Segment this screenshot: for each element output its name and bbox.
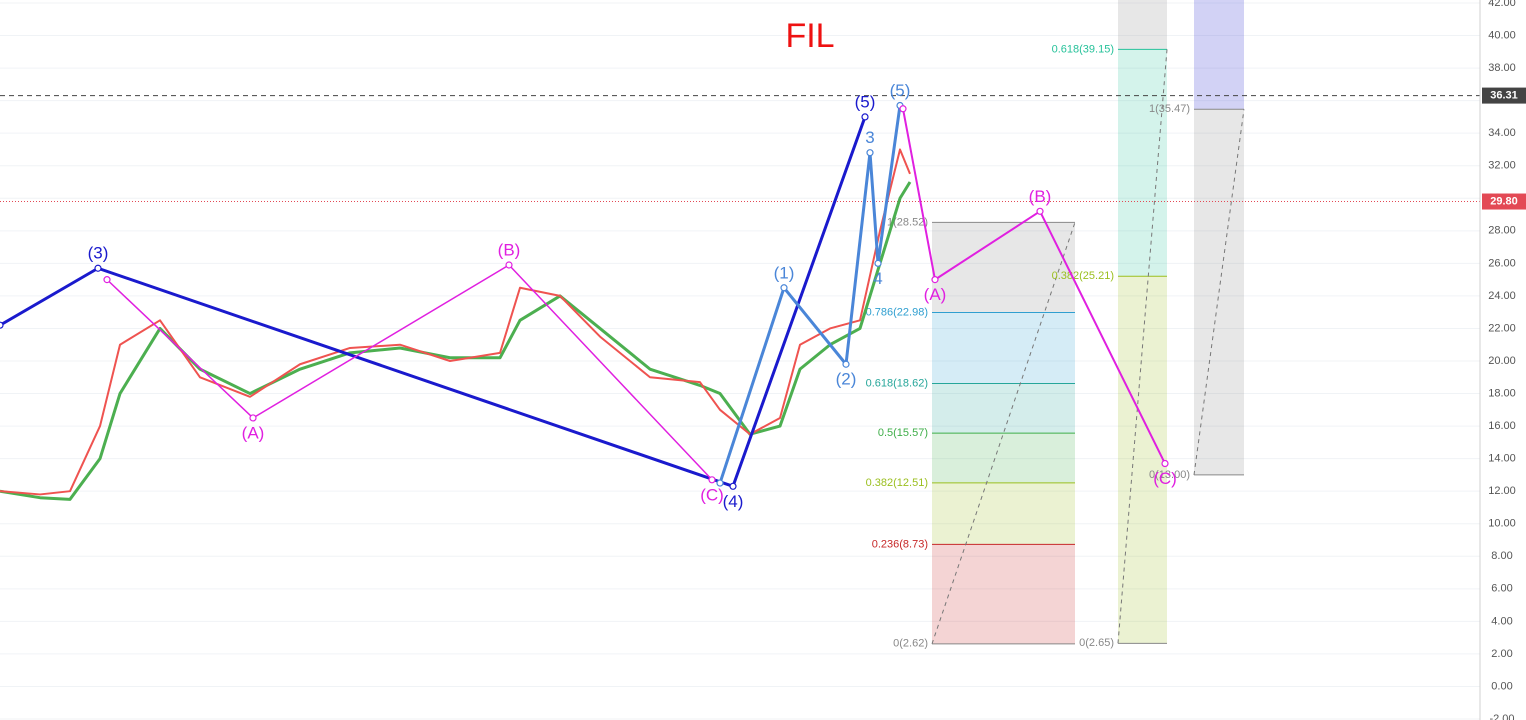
wave-point — [780, 284, 788, 292]
y-tick-label: 10.00 — [1488, 518, 1516, 530]
wave-point — [1161, 459, 1169, 468]
y-tick-label: 34.00 — [1488, 127, 1516, 139]
y-tick-label: 26.00 — [1488, 257, 1516, 269]
wave-point — [94, 264, 102, 272]
y-tick-label: 42.00 — [1488, 0, 1516, 9]
fib-zone — [932, 312, 1075, 384]
series-line — [0, 181, 912, 501]
fib-label: 0.5(15.57) — [878, 427, 928, 439]
y-tick-label: 8.00 — [1491, 550, 1512, 562]
wave-label: (B) — [1029, 187, 1052, 206]
fib-label: 0.618(18.62) — [866, 377, 928, 389]
wave-point — [103, 276, 111, 284]
fib-label: 0.382(25.21) — [1052, 270, 1114, 282]
y-tick-label: 24.00 — [1488, 290, 1516, 302]
wave-label: (5) — [890, 81, 911, 100]
series-line — [0, 116, 867, 488]
wave-point — [874, 259, 882, 267]
series-line — [106, 264, 713, 481]
y-tick-label: 32.00 — [1488, 160, 1516, 172]
fib-zone — [1118, 276, 1167, 644]
wave-point — [899, 105, 907, 113]
price-tag-label: 36.31 — [1490, 89, 1518, 101]
wave-point — [866, 149, 874, 157]
wave-label: (C) — [700, 485, 724, 504]
y-tick-label: 16.00 — [1488, 420, 1516, 432]
fib-zone — [932, 383, 1075, 434]
series: (3) (4) (5) — [0, 92, 876, 511]
fib-trend — [1117, 49, 1168, 644]
fib-zone-top — [1118, 0, 1167, 50]
wave-point — [931, 276, 939, 284]
fib-zone-top — [1194, 0, 1244, 110]
wave-point — [861, 113, 869, 121]
fib-zone — [1118, 49, 1167, 277]
fib-label: 0.236(8.73) — [872, 538, 928, 550]
price-tag — [1482, 87, 1526, 104]
wave-label: (C) — [1153, 469, 1177, 488]
wave-point — [1036, 207, 1044, 215]
series: (A) (B) (C) — [899, 105, 1177, 488]
fib-label: 1(28.52) — [887, 216, 928, 228]
wave-point — [505, 261, 513, 269]
wave-point — [842, 360, 850, 368]
series-line — [718, 105, 902, 484]
wave-point — [249, 414, 257, 422]
fib-trend — [1193, 109, 1245, 475]
wave-label: (A) — [924, 285, 947, 304]
y-tick-label: 6.00 — [1491, 583, 1512, 595]
wave-label: 3 — [865, 128, 874, 147]
wave-label: (B) — [498, 240, 521, 259]
wave-label: (1) — [774, 263, 795, 282]
wave-label: 4 — [873, 269, 882, 288]
wave-point — [0, 321, 4, 329]
y-tick-label: 14.00 — [1488, 453, 1516, 465]
price-tag — [1482, 193, 1526, 210]
fib-label: 0.786(22.98) — [866, 306, 928, 318]
fib-zone — [932, 222, 1075, 313]
fib-zone — [932, 544, 1075, 644]
fib-zone — [932, 433, 1075, 483]
y-tick-label: 12.00 — [1488, 485, 1516, 497]
fib-label: 0.382(12.51) — [866, 477, 928, 489]
wave-label: (3) — [88, 244, 109, 263]
fib-label: 0(13.00) — [1149, 469, 1190, 481]
y-tick-label: 40.00 — [1488, 29, 1516, 41]
wave-label: (A) — [242, 423, 265, 442]
fib-zone — [932, 482, 1075, 545]
wave-point — [729, 482, 737, 490]
series — [0, 181, 912, 501]
series: (1) (2) 3 4 (5) — [716, 81, 911, 487]
chart-title: FIL — [785, 17, 834, 55]
y-tick-label: 38.00 — [1488, 62, 1516, 74]
series: (A) (B) (C) — [103, 240, 724, 504]
wave-point — [708, 476, 716, 484]
y-tick-label: 20.00 — [1488, 355, 1516, 367]
fib-tool: 0(2.65) 0.382(25.21) 0.618(39.15) — [1052, 0, 1168, 649]
fib-label: 0.618(39.15) — [1052, 43, 1114, 55]
wave-label: (2) — [836, 370, 857, 389]
wave-label: (4) — [723, 492, 744, 511]
y-tick-label: 18.00 — [1488, 387, 1516, 399]
plot: 0(2.62) 0.236(8.73) 0.382(12.51) 0.5(15.57)… — [0, 0, 1480, 650]
fib-label: 1(35.47) — [1149, 103, 1190, 115]
fib-trend — [931, 222, 1076, 644]
y-tick-label: 28.00 — [1488, 225, 1516, 237]
fib-tool: 0(2.62) 0.236(8.73) 0.382(12.51) 0.5(15.57)… — [866, 216, 1076, 650]
fib-label: 0(2.65) — [1079, 637, 1114, 649]
y-tick-label: 22.00 — [1488, 322, 1516, 334]
y-tick-label: -2.00 — [1489, 713, 1514, 720]
wave-label: (5) — [855, 92, 876, 111]
fib-label: 0(2.62) — [893, 638, 928, 650]
series-line — [902, 108, 1166, 464]
y-tick-label: 0.00 — [1491, 680, 1512, 692]
y-tick-label: 4.00 — [1491, 615, 1512, 627]
wave-point — [716, 479, 724, 487]
price-tag-label: 29.80 — [1490, 195, 1518, 207]
y-tick-label: 2.00 — [1491, 648, 1512, 660]
fib-tool: 0(13.00) 1(35.47) — [1149, 0, 1245, 481]
